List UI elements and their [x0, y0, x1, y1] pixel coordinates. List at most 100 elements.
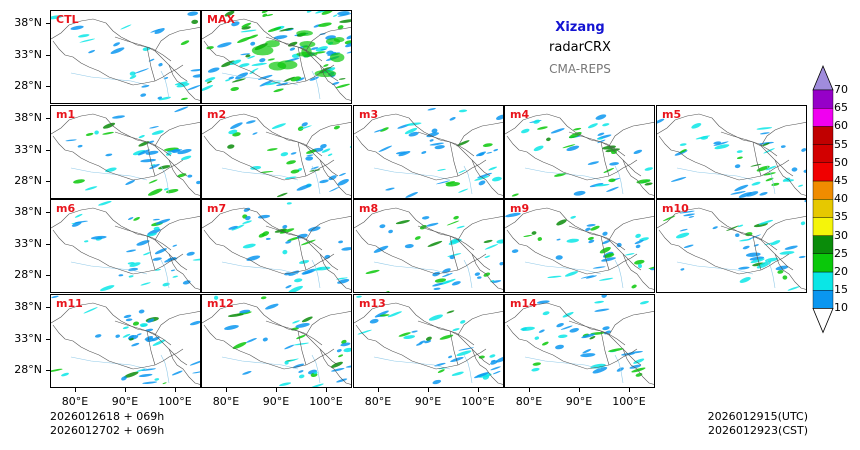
map-panel-m10: m10: [656, 199, 807, 293]
radar-echo: [324, 254, 331, 259]
boundary-line: [146, 311, 200, 366]
radar-echo: [170, 269, 176, 272]
radar-echo: [601, 295, 607, 298]
map-panel-m4-plot: [505, 113, 654, 197]
radar-echo: [177, 149, 192, 155]
radar-echo: [644, 182, 653, 186]
radar-echo: [573, 127, 582, 131]
map-panel-m12: m12: [201, 294, 352, 388]
radar-echo: [675, 232, 690, 239]
colorbar-tick-label: 45: [834, 174, 848, 187]
radar-echo: [292, 320, 300, 324]
radar-echo: [531, 231, 537, 235]
radar-echo: [379, 224, 386, 229]
boundary-line: [600, 311, 654, 366]
radar-echo: [163, 188, 169, 191]
colorbar-segment: [812, 162, 834, 182]
map-panel-m14: m14: [504, 294, 655, 388]
radar-echo: [140, 158, 157, 163]
radar-echo: [550, 128, 565, 134]
radar-echo: [140, 324, 148, 328]
radar-echo: [616, 242, 622, 248]
radar-echo: [217, 42, 232, 48]
x-tick-mark: [428, 388, 429, 392]
radar-echo: [279, 382, 292, 387]
radar-echo: [326, 50, 334, 56]
radar-echo: [154, 269, 161, 271]
colorbar-tick-label: 35: [834, 210, 848, 224]
y-tick-label: 33°N: [14, 48, 42, 61]
radar-echo: [122, 333, 131, 338]
radar-echo: [282, 249, 288, 255]
radar-echo: [65, 139, 77, 142]
colorbar-tick-label: 25: [834, 246, 848, 260]
radar-echo: [779, 251, 795, 255]
radar-echo: [609, 162, 619, 166]
radar-echo: [345, 365, 351, 368]
radar-echo: [298, 370, 304, 373]
radar-echo: [84, 240, 89, 243]
radar-echo: [202, 85, 214, 92]
radar-echo: [523, 234, 533, 237]
map-panel-ctl: CTL: [50, 10, 201, 104]
radar-echo: [378, 145, 393, 153]
y-tick-label: 38°N: [14, 300, 42, 313]
radar-echo: [338, 172, 346, 177]
radar-echo: [323, 64, 329, 67]
radar-echo: [343, 347, 351, 353]
radar-echo: [88, 49, 95, 54]
radar-echo: [421, 151, 427, 154]
radar-echo: [189, 359, 200, 366]
radar-echo: [137, 149, 150, 156]
radar-echo: [247, 55, 256, 59]
radar-echo: [150, 28, 161, 33]
map-panel-m10-plot: [657, 200, 806, 291]
radar-echo: [335, 83, 350, 89]
radar-echo: [228, 76, 235, 80]
radar-echo: [414, 236, 421, 240]
map-panel-m3: m3: [353, 105, 504, 199]
radar-echo: [74, 220, 89, 223]
radar-echo: [521, 128, 530, 134]
boundary-line: [657, 113, 806, 196]
colorbar-tick-label: 30: [834, 228, 848, 242]
radar-echo: [128, 334, 135, 339]
x-tick-label: 100°E: [158, 395, 192, 408]
radar-echo: [385, 187, 395, 191]
radar-echo: [419, 340, 426, 344]
radar-echo: [331, 81, 340, 85]
radar-echo: [739, 277, 751, 283]
radar-echo: [336, 277, 348, 280]
radar-echo: [152, 218, 160, 221]
radar-echo: [258, 74, 273, 80]
radar-echo: [734, 164, 741, 169]
radar-echo: [74, 213, 83, 218]
radar-echo: [777, 270, 784, 274]
radar-echo: [602, 231, 608, 236]
radar-echo: [594, 300, 604, 304]
colorbar-tick-label: 40: [834, 192, 848, 206]
radar-echo: [296, 30, 313, 37]
river-line: [373, 354, 473, 384]
radar-echo: [738, 266, 750, 270]
radar-echo: [115, 334, 120, 338]
radar-echo: [113, 42, 121, 47]
boundary-line: [202, 18, 351, 101]
radar-echo: [688, 215, 695, 218]
radar-echo: [537, 126, 548, 130]
radar-echo: [804, 200, 806, 203]
radar-echo: [328, 186, 340, 192]
radar-echo: [174, 81, 189, 86]
y-tick-mark: [46, 370, 50, 371]
radar-echo: [592, 266, 606, 269]
radar-echo: [123, 314, 132, 319]
y-tick-mark: [46, 23, 50, 24]
radar-echo: [405, 122, 422, 126]
radar-echo: [657, 118, 665, 125]
colorbar-tick-label: 60: [834, 119, 848, 133]
y-tick-label: 38°N: [14, 111, 42, 124]
radar-echo: [128, 217, 134, 220]
radar-echo: [496, 114, 503, 120]
boundary-line: [202, 113, 351, 196]
radar-echo: [285, 358, 299, 363]
